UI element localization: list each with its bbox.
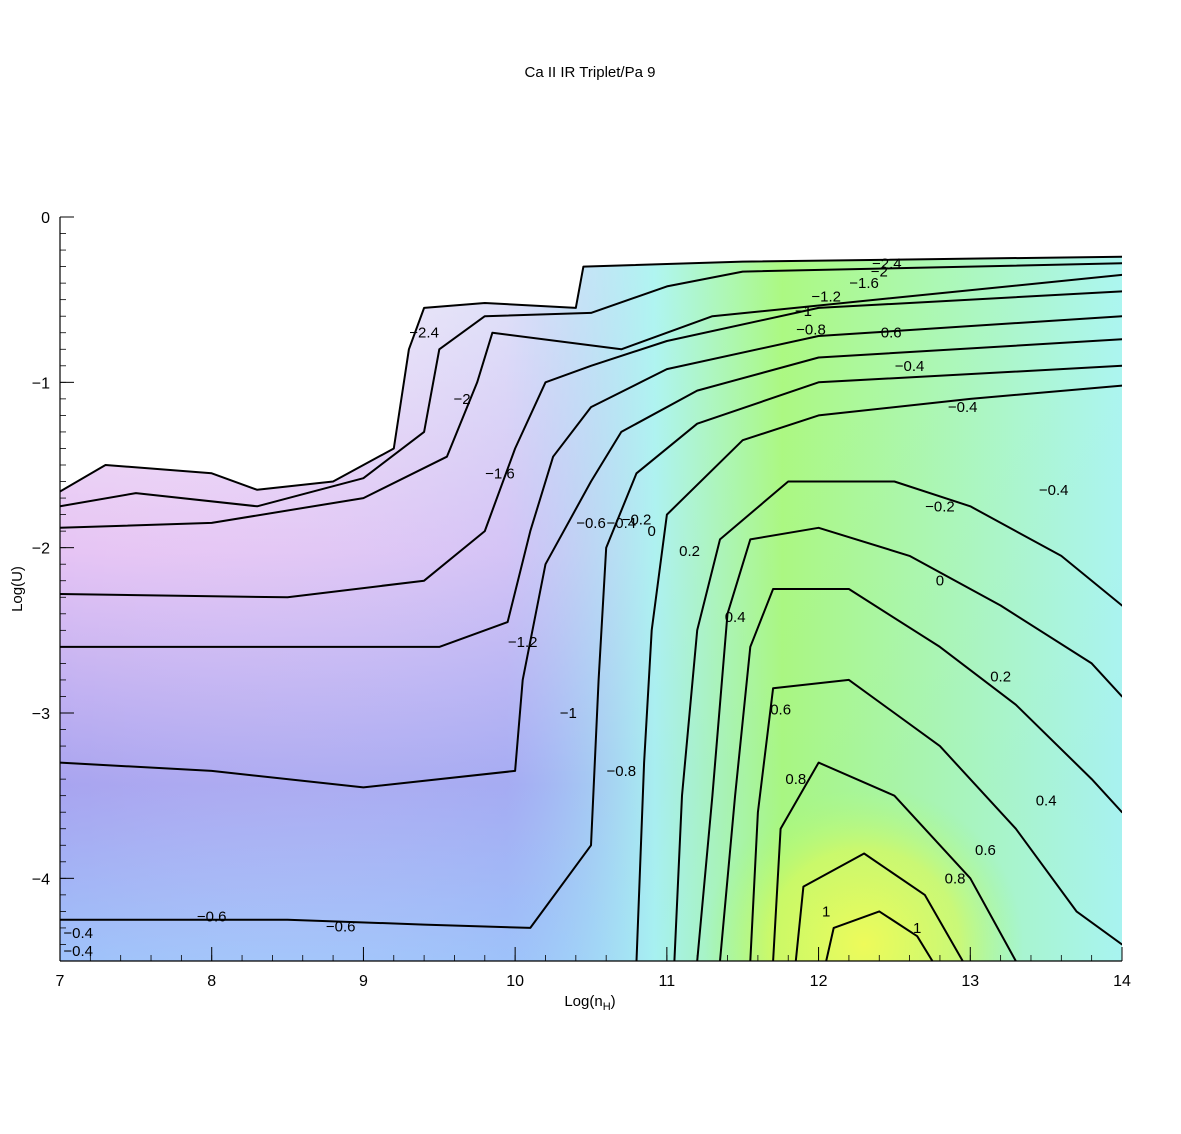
contour-label-20: 0 — [936, 573, 944, 590]
contour-line-6 — [60, 364, 1122, 929]
contour-label-1: −2 — [453, 391, 470, 408]
contour-label-4: −1 — [560, 705, 577, 722]
contour-label-7: −0.4 — [607, 515, 637, 532]
contour-line-12 — [772, 761, 1017, 961]
contour-label-16: 0.8 — [945, 870, 966, 887]
contour-label-29: −1.6 — [849, 275, 879, 292]
contour-line-2 — [60, 273, 1122, 529]
contour-lines — [60, 255, 1122, 961]
contour-label-17: 0.6 — [975, 842, 996, 859]
contour-label-21: −0.2 — [925, 498, 955, 515]
contour-label-2: −1.6 — [485, 465, 515, 482]
contour-label-22: −0.4 — [1039, 482, 1069, 499]
contour-line-10 — [719, 588, 1122, 961]
contour-label-9: 0 — [648, 523, 656, 540]
contour-label-15: 1 — [913, 920, 921, 937]
contour-label-0: −2.4 — [409, 325, 439, 342]
x-tick-label-4: 11 — [659, 973, 676, 990]
contour-line-0 — [60, 255, 1122, 493]
contour-label-24: −0.4 — [895, 358, 925, 375]
contour-line-14 — [825, 910, 934, 961]
contour-label-5: −0.8 — [607, 763, 637, 780]
x-tick-label-7: 14 — [1113, 973, 1131, 990]
contour-label-3: −1.2 — [508, 634, 538, 651]
contour-label-27: −1 — [795, 303, 812, 320]
contour-label-32: −0.6 — [197, 908, 227, 925]
y-tick-label-4: −4 — [32, 871, 50, 888]
contour-label-25: −0.6 — [872, 325, 902, 342]
y-tick-label-0: 0 — [41, 210, 50, 227]
contour-label-33: −0.6 — [326, 918, 356, 935]
contour-line-5 — [60, 338, 1122, 789]
contour-line-9 — [696, 526, 1122, 961]
contour-label-28: −1.2 — [811, 288, 841, 305]
contour-label-23: −0.4 — [948, 399, 978, 416]
x-axis-label-close: ) — [611, 993, 616, 1010]
contour-label-30: −2 — [871, 264, 888, 281]
x-tick-label-0: 7 — [56, 973, 65, 990]
filled-region — [60, 256, 1122, 961]
peak-highlight — [704, 785, 1024, 961]
x-axis-label: Log(nH) — [564, 993, 615, 1013]
contour-label-18: 0.4 — [1036, 793, 1057, 810]
contour-label-12: 0.6 — [770, 702, 791, 719]
y-tick-label-2: −2 — [32, 541, 50, 558]
contour-line-13 — [794, 852, 964, 961]
y-tick-label-3: −3 — [32, 706, 50, 723]
chart-title: Ca II IR Triplet/Pa 9 — [525, 64, 656, 81]
x-tick-label-6: 13 — [961, 973, 979, 990]
data-region-overlay — [60, 256, 1122, 961]
contour-label-26: −0.8 — [796, 321, 826, 338]
contour-label-14: 1 — [822, 903, 830, 920]
x-axis-label-sub: H — [603, 1001, 611, 1013]
contour-label-13: 0.8 — [785, 771, 806, 788]
contour-label-11: 0.4 — [725, 609, 746, 626]
contour-label-6: −0.6 — [576, 515, 606, 532]
x-axis-label-main: Log(n — [564, 993, 602, 1010]
contour-line-11 — [749, 678, 1122, 961]
y-tick-label-1: −1 — [32, 375, 50, 392]
x-tick-label-2: 9 — [359, 973, 368, 990]
contour-label-34: −0.4 — [63, 925, 93, 942]
contour-label-31: −2.4 — [872, 255, 902, 272]
x-tick-label-3: 10 — [506, 973, 524, 990]
x-tick-label-5: 12 — [810, 973, 828, 990]
contour-label-35: −0.4 — [63, 943, 93, 960]
contour-line-8 — [673, 480, 1122, 961]
contour-line-1 — [60, 262, 1122, 508]
axes: 7 8 9 10 11 12 13 14 0−1−2−3−4 — [32, 210, 1131, 990]
contour-label-8: −0.2 — [622, 512, 652, 529]
contour-line-3 — [60, 290, 1122, 599]
y-ticks: 0 −1 −2 −3 −4 — [32, 210, 74, 962]
y-axis-label: Log(U) — [9, 566, 26, 612]
contour-line-7 — [635, 384, 1122, 961]
x-ticks: 7 8 9 10 11 12 13 14 — [56, 947, 1131, 990]
contour-label-10: 0.2 — [679, 543, 700, 560]
contour-line-4 — [60, 315, 1122, 648]
contour-labels: −2.4−2−1.6−1.2−1−0.8−0.6 −0.4−0.200.20.40… — [63, 255, 1068, 960]
x-tick-label-1: 8 — [207, 973, 216, 990]
contour-label-19: 0.2 — [990, 669, 1011, 686]
